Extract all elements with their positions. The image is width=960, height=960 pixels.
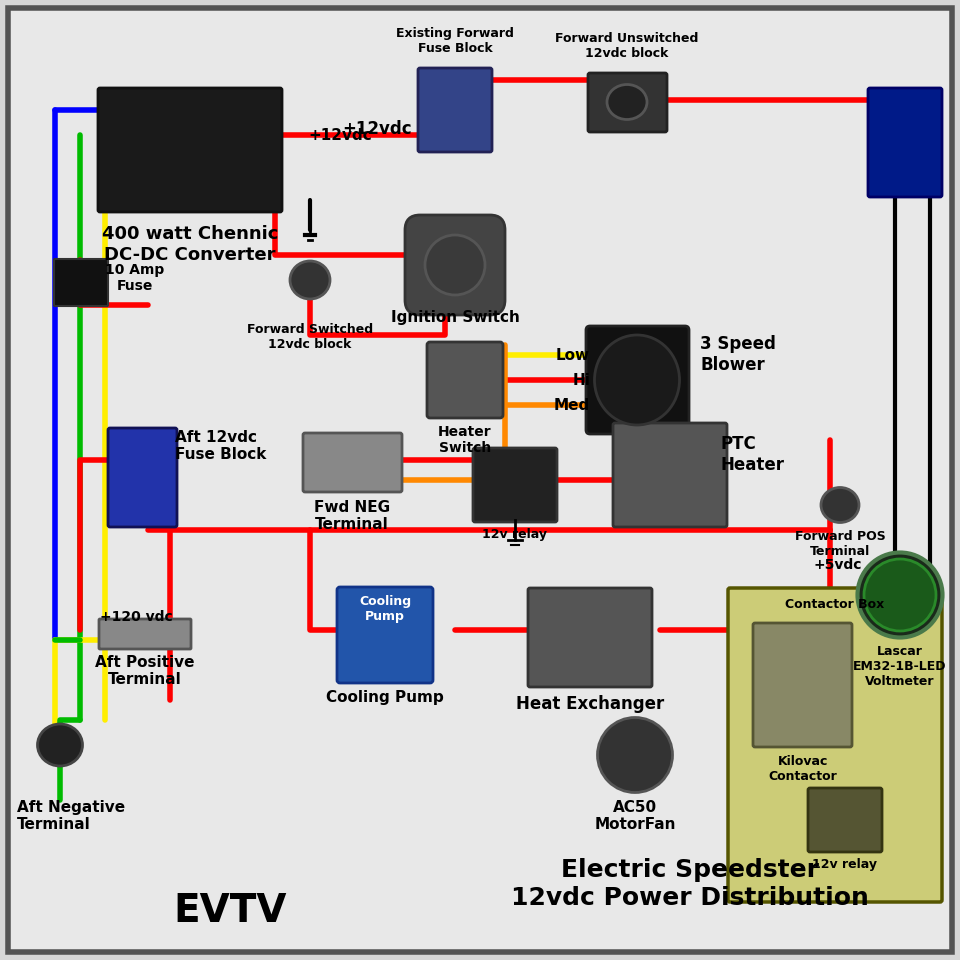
Text: AC50
MotorFan: AC50 MotorFan xyxy=(594,800,676,832)
Text: Ignition Switch: Ignition Switch xyxy=(391,310,519,325)
Text: Cooling
Pump: Cooling Pump xyxy=(359,595,411,623)
Text: +12vdc: +12vdc xyxy=(308,128,372,143)
Text: 12v relay: 12v relay xyxy=(812,858,877,871)
Text: Fwd NEG
Terminal: Fwd NEG Terminal xyxy=(314,500,390,533)
FancyBboxPatch shape xyxy=(427,342,503,418)
Text: Forward Switched
12vdc block: Forward Switched 12vdc block xyxy=(247,323,373,351)
FancyBboxPatch shape xyxy=(99,619,191,649)
Text: EVTV: EVTV xyxy=(173,892,287,930)
Ellipse shape xyxy=(857,553,943,637)
FancyBboxPatch shape xyxy=(613,423,727,527)
Text: Contactor Box: Contactor Box xyxy=(785,598,884,611)
Ellipse shape xyxy=(290,261,330,299)
Text: Aft Negative
Terminal: Aft Negative Terminal xyxy=(17,800,125,832)
Text: 12v relay: 12v relay xyxy=(483,528,547,541)
FancyBboxPatch shape xyxy=(586,326,689,434)
Ellipse shape xyxy=(864,559,936,631)
Text: 10 Amp
Fuse: 10 Amp Fuse xyxy=(106,263,164,293)
FancyBboxPatch shape xyxy=(868,88,942,197)
FancyBboxPatch shape xyxy=(54,259,108,306)
Text: Low: Low xyxy=(556,348,590,363)
FancyBboxPatch shape xyxy=(108,428,177,527)
Ellipse shape xyxy=(37,724,83,766)
Ellipse shape xyxy=(594,335,680,425)
Text: Hi: Hi xyxy=(572,373,590,388)
FancyBboxPatch shape xyxy=(588,73,667,132)
FancyBboxPatch shape xyxy=(753,623,852,747)
Text: Aft Positive
Terminal: Aft Positive Terminal xyxy=(95,655,195,687)
Text: +12vdc: +12vdc xyxy=(342,120,412,138)
Text: Electric Speedster
12vdc Power Distribution: Electric Speedster 12vdc Power Distribut… xyxy=(511,858,869,910)
FancyBboxPatch shape xyxy=(98,88,282,212)
FancyBboxPatch shape xyxy=(337,587,433,683)
Text: Cooling Pump: Cooling Pump xyxy=(326,690,444,705)
FancyBboxPatch shape xyxy=(728,588,942,902)
Ellipse shape xyxy=(425,235,485,295)
FancyBboxPatch shape xyxy=(473,448,557,522)
Text: Heater
Switch: Heater Switch xyxy=(438,425,492,455)
Text: Kilovac
Contactor: Kilovac Contactor xyxy=(769,755,837,783)
Text: PTC
Heater: PTC Heater xyxy=(720,435,784,474)
Text: Existing Forward
Fuse Block: Existing Forward Fuse Block xyxy=(396,27,514,55)
Text: 400 watt Chennic
DC-DC Converter: 400 watt Chennic DC-DC Converter xyxy=(102,225,278,264)
Ellipse shape xyxy=(597,717,673,793)
Ellipse shape xyxy=(821,488,859,522)
FancyBboxPatch shape xyxy=(808,788,882,852)
Text: +5vdc: +5vdc xyxy=(813,558,862,572)
Text: 3 Speed
Blower: 3 Speed Blower xyxy=(700,335,776,373)
FancyBboxPatch shape xyxy=(418,68,492,152)
FancyBboxPatch shape xyxy=(303,433,402,492)
FancyBboxPatch shape xyxy=(528,588,652,687)
Ellipse shape xyxy=(607,84,647,119)
Text: Med: Med xyxy=(554,398,590,413)
Text: Lascar
EM32-1B-LED
Voltmeter: Lascar EM32-1B-LED Voltmeter xyxy=(853,645,947,688)
Text: Aft 12vdc
Fuse Block: Aft 12vdc Fuse Block xyxy=(175,430,266,463)
FancyBboxPatch shape xyxy=(405,215,505,315)
Text: Forward POS
Terminal: Forward POS Terminal xyxy=(795,530,885,558)
Text: +120 vdc: +120 vdc xyxy=(100,610,173,624)
Text: Forward Unswitched
12vdc block: Forward Unswitched 12vdc block xyxy=(555,32,699,60)
Text: Heat Exchanger: Heat Exchanger xyxy=(516,695,664,713)
